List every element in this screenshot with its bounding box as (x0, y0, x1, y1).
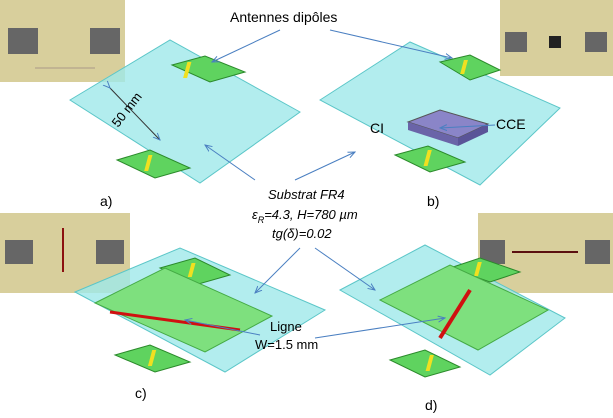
panel-label: c) (135, 385, 147, 401)
substrate-title: Substrat FR4 (268, 187, 345, 202)
dimension-line (110, 88, 160, 140)
panel-label: a) (100, 193, 112, 209)
arrow (294, 152, 355, 181)
arrow (185, 320, 261, 336)
line-width-label: W=1.5 mm (255, 337, 318, 352)
panel-label: d) (425, 397, 437, 413)
arrow (314, 318, 445, 339)
photo-d (478, 213, 613, 293)
arrow (255, 247, 301, 293)
chip-side (408, 122, 458, 146)
arrow (329, 29, 452, 58)
panel-label: b) (427, 193, 439, 209)
substrate-loss: tg(δ)=0.02 (272, 226, 332, 241)
copper-line (438, 288, 472, 340)
arrow (440, 125, 496, 128)
ci-d (378, 264, 550, 351)
chip-side (458, 124, 488, 146)
arrow (205, 145, 256, 181)
epsilon: ε (252, 207, 258, 222)
arrow (212, 29, 281, 62)
antennas-label: Antennes dipôles (230, 9, 337, 25)
photo-a (0, 0, 125, 82)
arrow (314, 247, 375, 290)
line-label: Ligne (270, 319, 302, 334)
substrate-params: εR=4.3, H=780 µm (252, 207, 358, 225)
ci-c (93, 267, 274, 353)
antennas (113, 54, 522, 378)
params: =4.3, H=780 µm (264, 207, 358, 222)
photo-b (500, 0, 613, 76)
ci-label: CI (370, 120, 384, 136)
cce-label: CCE (496, 116, 526, 132)
subscript: R (258, 215, 265, 225)
